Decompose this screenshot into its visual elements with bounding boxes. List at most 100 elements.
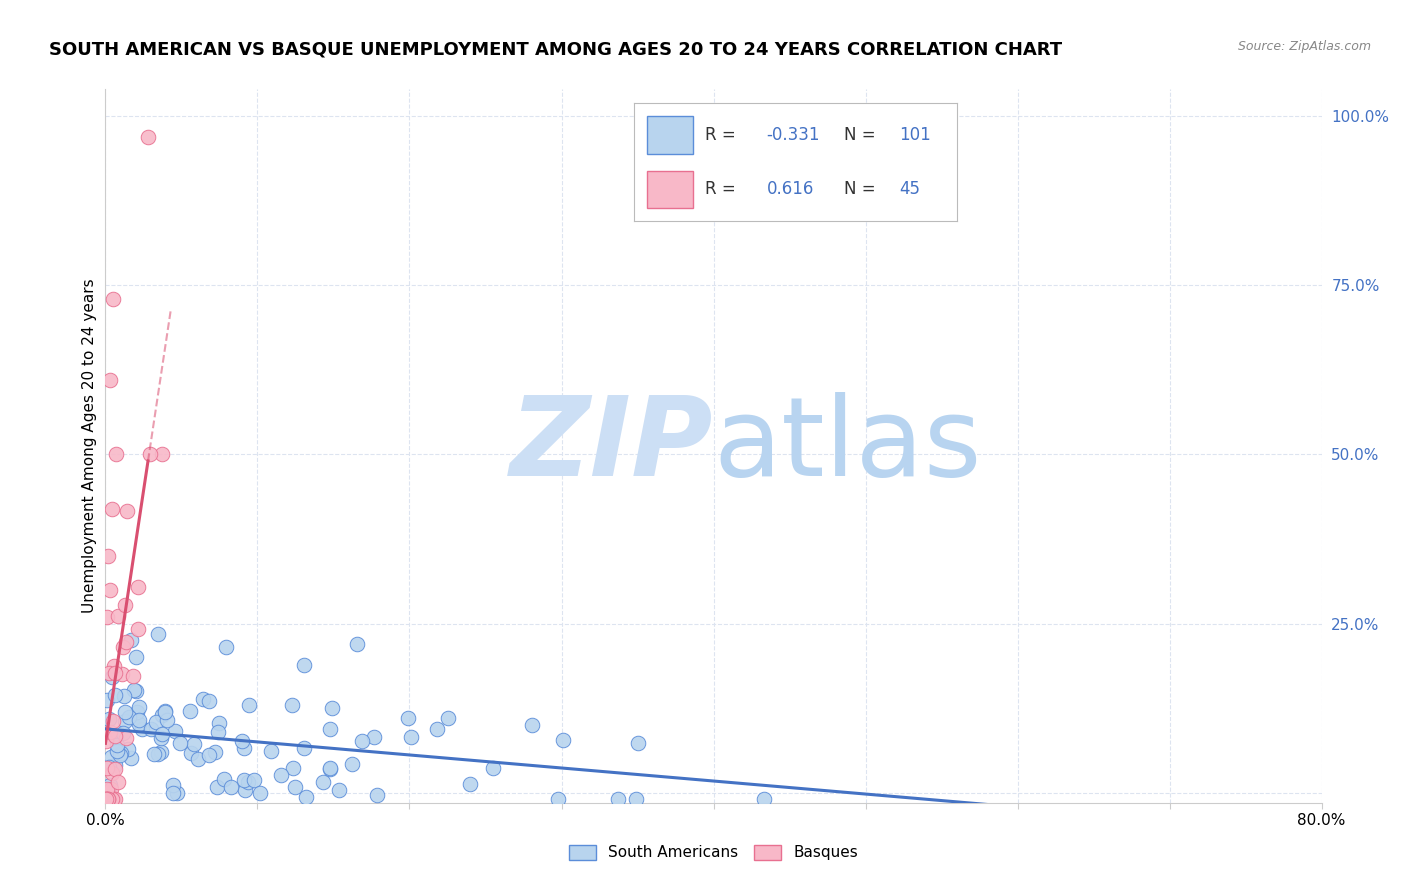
Point <box>104 792 127 806</box>
Point <box>103 714 125 728</box>
Point <box>96 792 118 806</box>
Point <box>100 781 122 796</box>
Point <box>101 670 124 684</box>
Point <box>111 666 134 681</box>
Point <box>292 741 315 756</box>
Point <box>120 633 142 648</box>
Point <box>198 747 221 762</box>
Point <box>179 704 201 718</box>
Point <box>149 745 172 759</box>
Point <box>207 715 229 730</box>
Point <box>98 582 121 597</box>
Point <box>114 598 136 612</box>
Point <box>363 731 385 745</box>
Point <box>98 760 121 774</box>
Point <box>142 747 165 761</box>
Point <box>96 693 118 707</box>
Point <box>294 789 316 804</box>
Point <box>96 782 118 797</box>
Point <box>127 622 149 636</box>
Point <box>204 745 226 759</box>
Point <box>105 738 128 752</box>
Point <box>115 731 138 745</box>
Legend: South Americans, Basques: South Americans, Basques <box>562 838 865 866</box>
Point <box>249 786 271 800</box>
Point <box>139 447 162 461</box>
Point <box>125 650 148 665</box>
Point <box>205 780 228 794</box>
Point <box>198 694 221 708</box>
Point <box>97 792 120 806</box>
Point <box>146 747 169 761</box>
Point <box>482 761 505 775</box>
Point <box>233 772 256 787</box>
Y-axis label: Unemployment Among Ages 20 to 24 years: Unemployment Among Ages 20 to 24 years <box>82 278 97 614</box>
Point <box>97 792 120 806</box>
Point <box>321 701 343 715</box>
Point <box>114 714 136 729</box>
Point <box>155 705 177 719</box>
Point <box>122 682 145 697</box>
Point <box>281 698 304 713</box>
Point <box>98 373 121 387</box>
Point <box>115 635 138 649</box>
Point <box>243 773 266 788</box>
Point <box>155 713 177 727</box>
Point <box>187 751 209 765</box>
Point <box>110 746 132 760</box>
Point <box>108 747 131 762</box>
Point <box>117 710 139 724</box>
Point <box>319 761 342 775</box>
Point <box>551 733 574 747</box>
Text: atlas: atlas <box>713 392 981 500</box>
Point <box>101 792 124 806</box>
Point <box>114 706 136 720</box>
Point <box>97 712 120 726</box>
Point <box>396 711 419 725</box>
Text: Source: ZipAtlas.com: Source: ZipAtlas.com <box>1237 40 1371 54</box>
Point <box>103 666 125 681</box>
Point <box>98 724 121 739</box>
Point <box>437 711 460 725</box>
Point <box>292 657 315 672</box>
Point <box>346 637 368 651</box>
Point <box>606 792 628 806</box>
Point <box>100 501 122 516</box>
Point <box>101 792 124 806</box>
Point <box>352 733 374 747</box>
Point <box>125 684 148 698</box>
Point <box>94 792 117 806</box>
Point <box>100 766 122 780</box>
Point <box>166 786 188 800</box>
Point <box>207 724 229 739</box>
Point <box>163 723 186 738</box>
Point <box>96 761 118 775</box>
Point <box>94 792 117 806</box>
Point <box>319 762 342 776</box>
Point <box>131 722 153 736</box>
Point <box>215 640 238 655</box>
Point <box>97 792 120 806</box>
Point <box>111 726 134 740</box>
Point <box>155 704 177 718</box>
Point <box>104 762 127 776</box>
Point <box>183 737 205 751</box>
Point <box>94 734 117 748</box>
Point <box>547 792 569 806</box>
Point <box>460 776 482 790</box>
Point <box>399 731 422 745</box>
Point <box>162 778 184 792</box>
Point <box>136 129 159 144</box>
Point <box>191 691 214 706</box>
Point <box>162 786 184 800</box>
Point <box>312 775 335 789</box>
Point <box>233 782 256 797</box>
Point <box>97 792 120 806</box>
Point <box>318 723 340 737</box>
Point <box>104 730 127 744</box>
Point <box>284 780 307 794</box>
Point <box>96 609 118 624</box>
Point <box>96 792 118 806</box>
Point <box>105 447 128 461</box>
Point <box>236 775 259 789</box>
